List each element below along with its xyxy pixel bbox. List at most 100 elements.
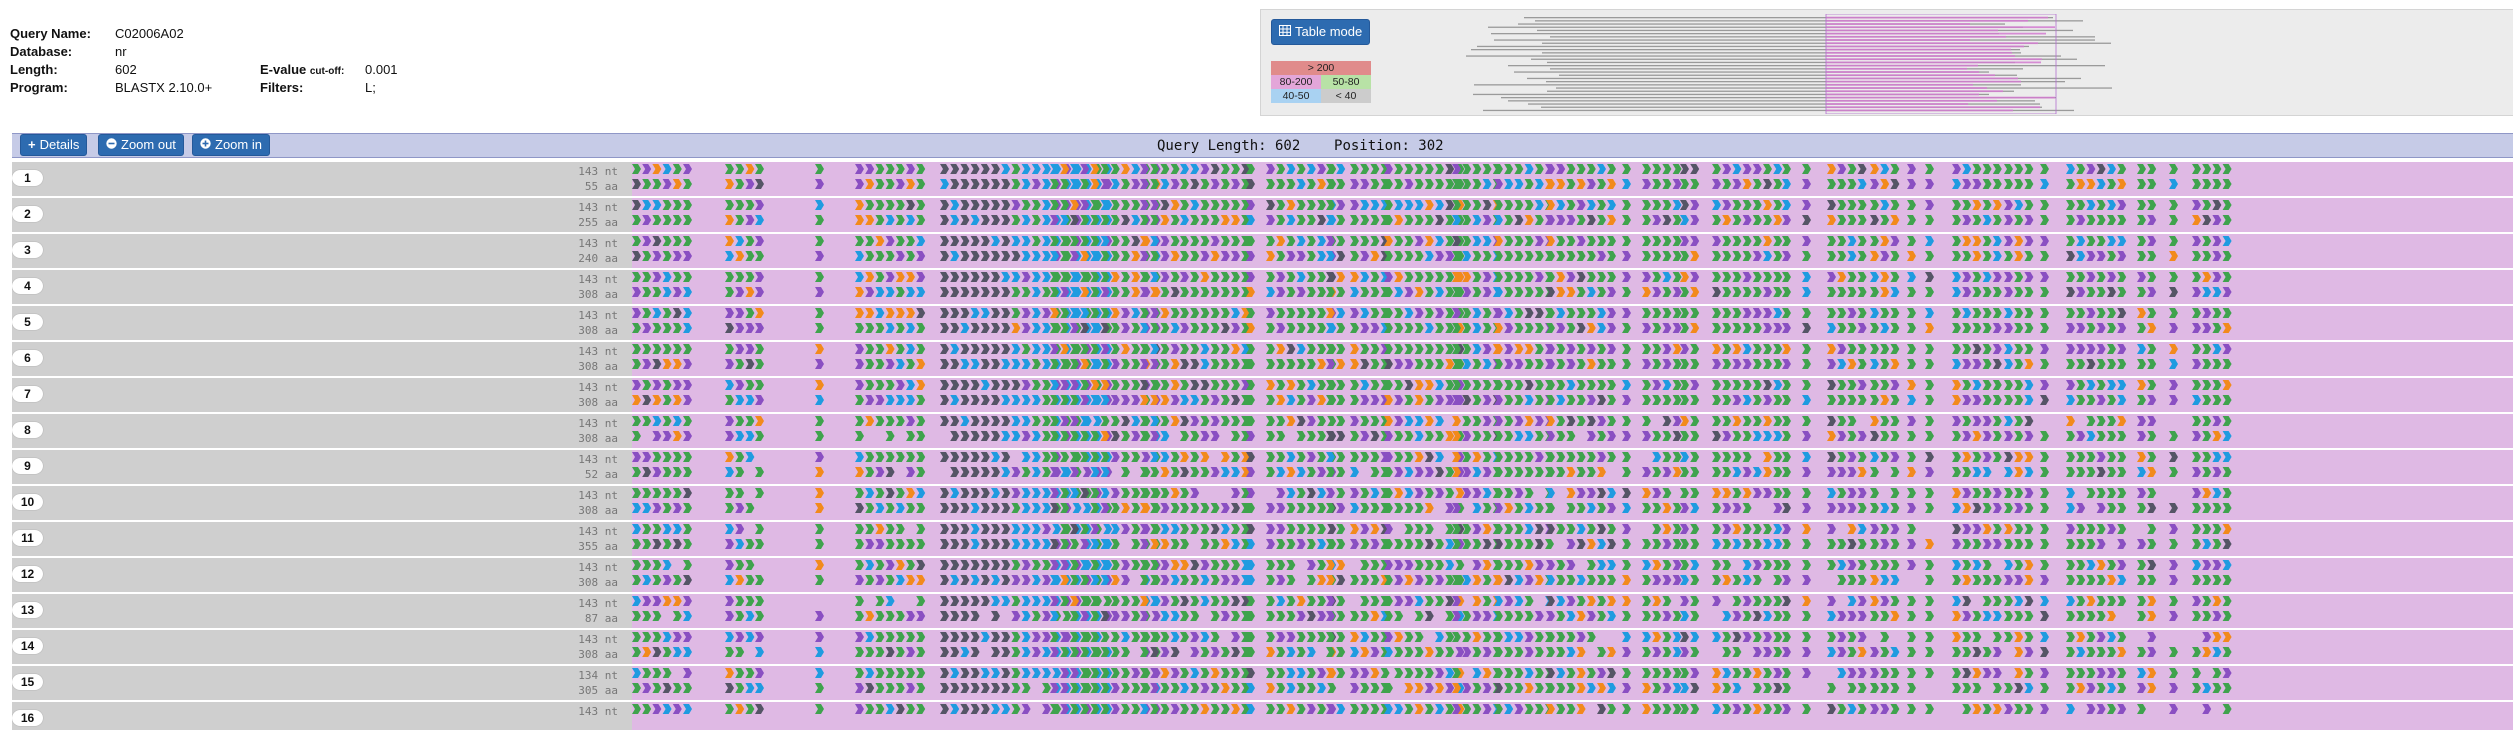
table-mode-button[interactable]: Table mode [1271, 19, 1371, 45]
overview-hit-bar [1535, 20, 2083, 22]
hit-chevron-tracks [632, 380, 2232, 405]
overview-hit-highlight [1826, 83, 1973, 86]
legend-gt200: > 200 [1271, 61, 1371, 75]
hit-row[interactable]: 2 143 nt 255 aa [12, 198, 2513, 234]
hit-chevron-tracks [632, 272, 2232, 297]
zoom-out-button[interactable]: Zoom out [98, 134, 184, 156]
overview-hit-bar [1488, 26, 2023, 28]
hit-aa-length: 240 aa [578, 252, 618, 265]
hit-row[interactable]: 10 143 nt 308 aa [12, 486, 2513, 522]
hit-number-badge[interactable]: 7 [12, 386, 43, 402]
hit-row[interactable]: 5 143 nt 308 aa [12, 306, 2513, 342]
query-length-text: Query Length: 602 [1157, 138, 1301, 154]
hit-nt-length: 134 nt [578, 669, 618, 682]
hit-aa-length: 305 aa [578, 684, 618, 697]
plus-circle-icon [200, 135, 211, 155]
hit-number-badge[interactable]: 5 [12, 314, 43, 330]
query-name-value: C02006A02 [115, 26, 184, 41]
hit-number-badge[interactable]: 3 [12, 242, 43, 258]
hit-row[interactable]: 1 143 nt 55 aa [12, 162, 2513, 198]
overview-hit-highlight [1826, 29, 1998, 32]
details-button[interactable]: + Details [20, 134, 88, 156]
hit-aa-length: 308 aa [578, 324, 618, 337]
hit-aa-length: 355 aa [578, 540, 618, 553]
hit-label-area [12, 162, 632, 196]
row-separator [12, 232, 2513, 234]
hit-row[interactable]: 7 143 nt 308 aa [12, 378, 2513, 414]
hit-aa-length: 308 aa [578, 288, 618, 301]
hit-label-area [12, 342, 632, 376]
hit-aa-length: 308 aa [578, 396, 618, 409]
legend-40-50: 40-50 [1271, 89, 1321, 103]
hit-nt-length: 143 nt [578, 561, 618, 574]
hit-label-area [12, 702, 632, 730]
hit-number-badge[interactable]: 15 [12, 674, 43, 690]
alignment-overview-map[interactable] [1386, 14, 2486, 114]
hit-number-badge[interactable]: 16 [12, 710, 43, 726]
hit-number-badge[interactable]: 9 [12, 458, 43, 474]
hit-number-badge[interactable]: 14 [12, 638, 43, 654]
hit-nt-length: 143 nt [578, 273, 618, 286]
legend-50-80: 50-80 [1321, 75, 1371, 89]
minus-circle-icon [106, 135, 117, 155]
hit-row[interactable]: 16 143 nt [12, 702, 2513, 730]
overview-hit-highlight [1826, 19, 2028, 22]
evalue-value: 0.001 [365, 62, 398, 77]
hit-row[interactable]: 13 143 nt 87 aa [12, 594, 2513, 630]
query-position-info: Query Length: 602 Position: 302 [1157, 138, 1444, 154]
hit-nt-length: 143 nt [578, 705, 618, 718]
evalue-suffix: cut-off: [309, 66, 345, 77]
overview-hit-bar [1494, 39, 2095, 41]
position-text: Position: 302 [1334, 138, 1444, 154]
overview-hit-highlight [1826, 74, 1995, 77]
hit-row[interactable]: 3 143 nt 240 aa [12, 234, 2513, 270]
overview-hit-bar [1474, 84, 2021, 86]
hit-number-badge[interactable]: 1 [12, 170, 43, 186]
hit-row[interactable]: 6 143 nt 308 aa [12, 342, 2513, 378]
hit-number-badge[interactable]: 10 [12, 494, 43, 510]
hit-label-area [12, 378, 632, 412]
overview-view-window[interactable] [1825, 14, 2057, 114]
hit-nt-length: 143 nt [578, 417, 618, 430]
overview-hit-highlight [1826, 48, 2011, 51]
legend-80-200: 80-200 [1271, 75, 1321, 89]
hit-nt-length: 143 nt [578, 237, 618, 250]
program-value: BLASTX 2.10.0+ [115, 80, 213, 95]
hit-row[interactable]: 15 134 nt 305 aa [12, 666, 2513, 702]
filters-label: Filters: [260, 80, 304, 95]
details-label: Details [39, 137, 80, 152]
hit-number-badge[interactable]: 12 [12, 566, 43, 582]
hit-number-badge[interactable]: 6 [12, 350, 43, 366]
row-separator [12, 520, 2513, 522]
evalue-label-text: E-value [260, 62, 307, 77]
hit-label-area [12, 270, 632, 304]
overview-hit-highlight [1826, 106, 2040, 109]
overview-hit-bar [1531, 58, 2077, 60]
hit-number-badge[interactable]: 2 [12, 206, 43, 222]
hit-nt-length: 143 nt [578, 309, 618, 322]
overview-hit-highlight [1826, 64, 1978, 67]
hit-row[interactable]: 8 143 nt 308 aa [12, 414, 2513, 450]
hit-row[interactable]: 11 143 nt 355 aa [12, 522, 2513, 558]
hit-row[interactable]: 4 143 nt 308 aa [12, 270, 2513, 306]
zoom-in-button[interactable]: Zoom in [192, 134, 270, 156]
hit-number-badge[interactable]: 4 [12, 278, 43, 294]
row-separator [12, 268, 2513, 270]
hit-row[interactable]: 12 143 nt 308 aa [12, 558, 2513, 594]
zoom-in-label: Zoom in [215, 137, 262, 152]
hit-chevron-tracks [632, 704, 2232, 714]
row-separator [12, 664, 2513, 666]
hit-number-badge[interactable]: 13 [12, 602, 43, 618]
overview-hit-bar [1550, 68, 2023, 70]
hit-number-badge[interactable]: 8 [12, 422, 43, 438]
hit-label-area [12, 630, 632, 664]
hit-row[interactable]: 9 143 nt 52 aa [12, 450, 2513, 486]
hit-number-badge[interactable]: 11 [12, 530, 43, 546]
hit-label-area [12, 414, 632, 448]
hit-row[interactable]: 14 143 nt 308 aa [12, 630, 2513, 666]
hit-nt-length: 143 nt [578, 489, 618, 502]
hit-aa-length: 55 aa [584, 180, 618, 193]
hit-list: 1 143 nt 55 aa 2 143 nt 255 aa 3 143 nt … [12, 162, 2513, 730]
overview-hit-bar [1491, 33, 1999, 35]
overview-hit-bar [1508, 65, 2105, 67]
